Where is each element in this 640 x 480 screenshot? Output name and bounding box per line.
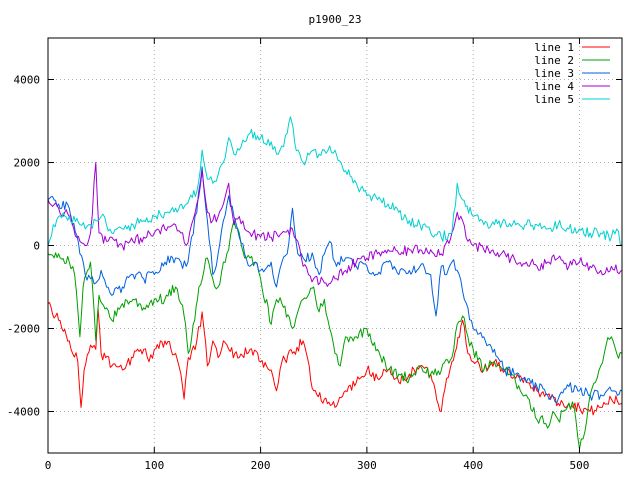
series-line-5: [47, 116, 623, 246]
x-tick-label: 500: [570, 459, 590, 472]
y-tick-label: 2000: [14, 157, 41, 170]
series-line-4: [47, 162, 623, 287]
x-tick-label: 200: [251, 459, 271, 472]
legend-label-5: line 5: [534, 93, 574, 106]
legend-label-3: line 3: [534, 67, 574, 80]
y-tick-label: 4000: [14, 74, 41, 87]
y-tick-label: -2000: [7, 323, 40, 336]
x-tick-label: 400: [463, 459, 483, 472]
series-line-3: [47, 166, 623, 404]
axis-ticks: 0 100 200 300 400 500 -4000 -2000 0 2000 4000: [7, 38, 622, 472]
data-series: [47, 116, 623, 450]
y-tick-label: -4000: [7, 406, 40, 419]
x-tick-label: 300: [357, 459, 377, 472]
legend-label-2: line 2: [534, 54, 574, 67]
legend-label-1: line 1: [534, 41, 574, 54]
chart-title: p1900_23: [309, 13, 362, 26]
y-tick-label: 0: [33, 240, 40, 253]
x-tick-label: 0: [45, 459, 52, 472]
series-line-1: [47, 302, 623, 416]
legend-label-4: line 4: [534, 80, 574, 93]
series-line-2: [47, 220, 623, 450]
x-tick-label: 100: [144, 459, 164, 472]
